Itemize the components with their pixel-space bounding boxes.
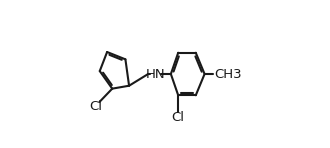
Text: Cl: Cl xyxy=(89,100,102,113)
Text: Cl: Cl xyxy=(172,111,185,124)
Text: HN: HN xyxy=(146,67,165,81)
Text: CH3: CH3 xyxy=(214,67,242,81)
